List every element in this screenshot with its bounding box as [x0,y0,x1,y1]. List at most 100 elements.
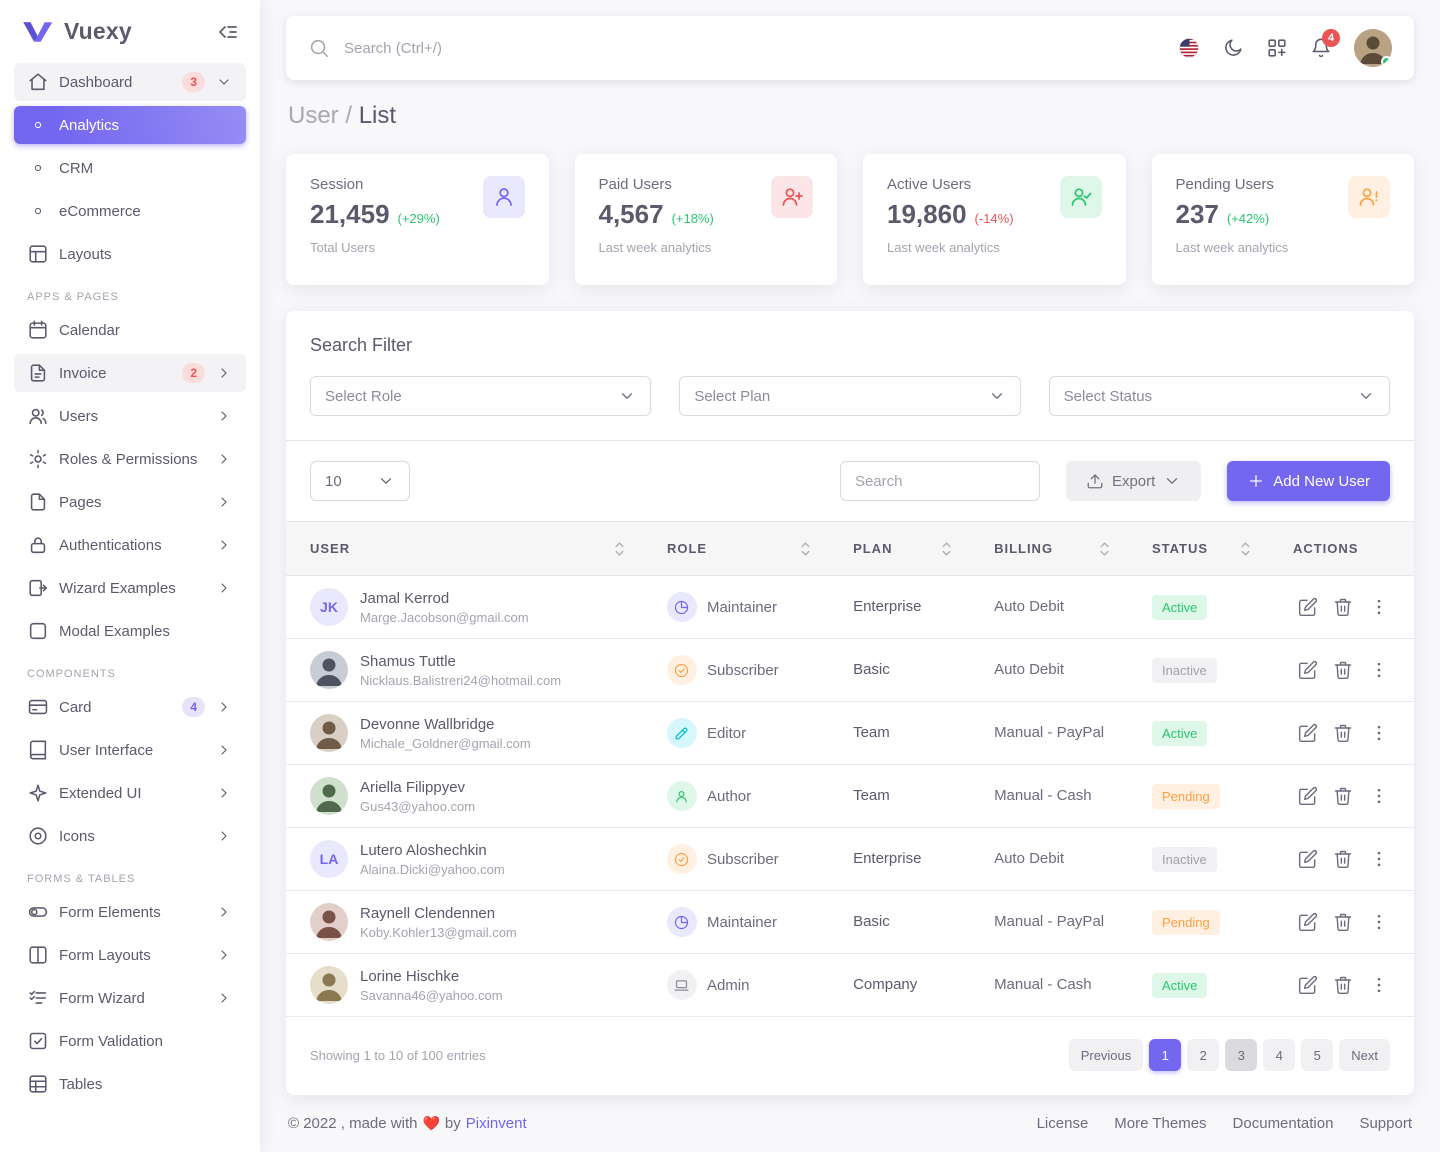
edit-icon[interactable] [1293,716,1324,750]
sidebar-item-roles-permissions[interactable]: Roles & Permissions [14,440,246,478]
search-input[interactable] [344,39,764,57]
table-row: Lorine Hischke Savanna46@yahoo.com Admin… [286,953,1414,1017]
footer-link-more-themes[interactable]: More Themes [1114,1115,1207,1132]
user-name[interactable]: Devonne Wallbridge [360,715,495,733]
user-name[interactable]: Shamus Tuttle [360,652,456,670]
more-vertical-icon[interactable] [1363,653,1394,687]
sidebar-item-card[interactable]: Card 4 [14,688,246,726]
stat-delta: (+42%) [1226,211,1270,226]
sidebar-item-crm[interactable]: CRM [14,149,246,187]
delete-icon[interactable] [1328,653,1359,687]
more-vertical-icon[interactable] [1363,590,1394,624]
edit-icon[interactable] [1293,968,1324,1002]
pagination-page-2[interactable]: 2 [1187,1039,1220,1071]
sidebar-item-extended-ui[interactable]: Extended UI [14,774,246,812]
delete-icon[interactable] [1328,716,1359,750]
more-vertical-icon[interactable] [1363,716,1394,750]
user-name[interactable]: Jamal Kerrod [360,589,450,607]
footer-link-support[interactable]: Support [1359,1115,1412,1132]
check-square-icon [27,1030,49,1052]
sidebar-item-form-validation[interactable]: Form Validation [14,1022,246,1060]
delete-icon[interactable] [1328,779,1359,813]
role-label: Author [706,787,752,805]
sidebar-item-modal-examples[interactable]: Modal Examples [14,612,246,650]
sidebar-item-icons[interactable]: Icons [14,817,246,855]
shortcuts-grid-icon[interactable] [1258,31,1296,65]
table-search-input[interactable] [839,461,1040,501]
sidebar-item-tables[interactable]: Tables [14,1065,246,1103]
chevron-right-icon [215,698,233,716]
edit-icon[interactable] [1293,653,1324,687]
sidebar-item-invoice[interactable]: Invoice 2 [14,354,246,392]
add-new-user-button[interactable]: Add New User [1227,461,1390,501]
pagination-page-4[interactable]: 4 [1263,1039,1296,1071]
user-name[interactable]: Lorine Hischke [360,967,460,985]
page-size-select[interactable]: 10 [310,461,410,501]
user-plus-icon [771,176,813,218]
sidebar-item-user-interface[interactable]: User Interface [14,731,246,769]
pagination-previous[interactable]: Previous [1068,1039,1144,1071]
edit-icon[interactable] [1293,779,1324,813]
edit-icon[interactable] [1293,905,1324,939]
user-avatar[interactable] [1354,29,1392,67]
user-list-card: Search Filter Select Role Select Plan Se… [286,311,1414,1095]
language-flag-icon[interactable] [1170,31,1208,65]
billing-value: Manual - Cash [994,787,1092,804]
more-vertical-icon[interactable] [1363,968,1394,1002]
column-header-role[interactable]: ROLE [646,521,834,576]
more-vertical-icon[interactable] [1363,779,1394,813]
sidebar-item-pages[interactable]: Pages [14,483,246,521]
column-header-billing[interactable]: BILLING [974,521,1132,576]
delete-icon[interactable] [1328,905,1359,939]
sidebar-item-form-elements[interactable]: Form Elements [14,893,246,931]
sidebar-item-layouts[interactable]: Layouts [14,235,246,273]
pagination-page-5[interactable]: 5 [1301,1039,1334,1071]
delete-icon[interactable] [1328,590,1359,624]
circle-icon [27,157,49,179]
sidebar-item-analytics[interactable]: Analytics [14,106,246,144]
footer-link-license[interactable]: License [1036,1115,1089,1132]
sidebar-item-dashboard[interactable]: Dashboard 3 [14,63,246,101]
pixinvent-link[interactable]: Pixinvent [465,1115,527,1132]
sidebar-item-wizard-examples[interactable]: Wizard Examples [14,569,246,607]
column-header-plan[interactable]: PLAN [833,521,975,576]
navbar-search[interactable] [308,37,1170,59]
sidebar-item-form-wizard[interactable]: Form Wizard [14,979,246,1017]
delete-icon[interactable] [1328,842,1359,876]
sidebar-item-form-layouts[interactable]: Form Layouts [14,936,246,974]
user-name[interactable]: Lutero Aloshechkin [360,841,487,859]
pagination-next[interactable]: Next [1339,1039,1390,1071]
chevron-down-icon [622,393,633,399]
moon-icon[interactable] [1214,31,1252,65]
sidebar-item-ecommerce[interactable]: eCommerce [14,192,246,230]
menu-collapse-icon[interactable] [216,20,240,44]
user-name[interactable]: Raynell Clendennen [360,904,496,922]
breadcrumb-section[interactable]: User [288,102,339,129]
sidebar-item-calendar[interactable]: Calendar [14,311,246,349]
sidebar-item-authentications[interactable]: Authentications [14,526,246,564]
file-icon [27,491,49,513]
user-name[interactable]: Ariella Filippyev [360,778,466,796]
plan-select[interactable]: Select Plan [679,376,1021,416]
more-vertical-icon[interactable] [1363,842,1394,876]
footer-link-documentation[interactable]: Documentation [1232,1115,1334,1132]
pagination-page-1[interactable]: 1 [1149,1039,1182,1071]
edit-icon[interactable] [1293,842,1324,876]
status-select[interactable]: Select Status [1048,376,1390,416]
table-row: Shamus Tuttle Nicklaus.Balistreri24@hotm… [286,638,1414,702]
pagination-page-3[interactable]: 3 [1225,1039,1258,1071]
role-select[interactable]: Select Role [310,376,652,416]
export-button[interactable]: Export [1065,461,1202,501]
edit-icon[interactable] [1293,590,1324,624]
footer: © 2022 , made with ❤️ by Pixinvent Licen… [288,1115,1412,1132]
sidebar-item-users[interactable]: Users [14,397,246,435]
delete-icon[interactable] [1328,968,1359,1002]
billing-value: Auto Debit [994,598,1065,615]
more-vertical-icon[interactable] [1363,905,1394,939]
notification-count-badge: 4 [1322,29,1340,47]
divider [286,440,1414,441]
chevron-down-icon [1167,478,1178,484]
column-header-user[interactable]: USER [286,521,647,576]
column-header-status[interactable]: STATUS [1131,521,1273,576]
bell-icon[interactable]: 4 [1302,29,1340,65]
